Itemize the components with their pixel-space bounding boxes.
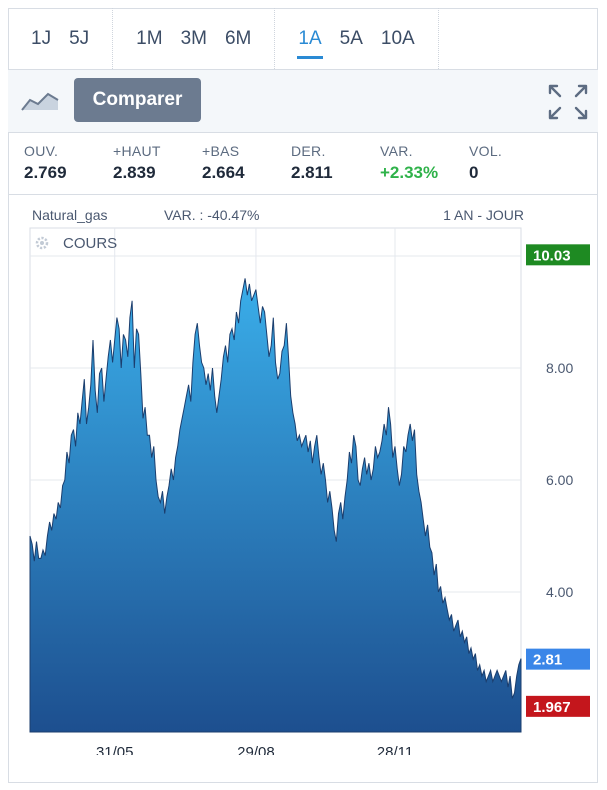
x-tick-label: 28/11 (377, 744, 413, 755)
stat-value: 2.811 (291, 163, 333, 182)
series-label: COURS (63, 235, 117, 252)
y-tick-label: 6.00 (546, 472, 573, 488)
x-tick-label: 31/05 (96, 744, 134, 755)
quote-stats: OUV. 2.769 +HAUT 2.839 +BAS 2.664 DER. 2.811 VAR… (8, 133, 598, 195)
stat-label: +HAUT (113, 143, 161, 159)
stat-label: DER. (291, 143, 326, 159)
period-button-5j[interactable]: 5J (69, 27, 90, 49)
compare-button[interactable]: Comparer (74, 78, 201, 122)
period-button-10a[interactable]: 10A (380, 27, 415, 49)
stat-haut: +HAUT 2.839 (113, 143, 161, 183)
period-button-5a[interactable]: 5A (339, 27, 363, 49)
settings-icon[interactable] (35, 236, 49, 250)
stat-label: OUV. (24, 143, 59, 159)
stat-label: VAR. (380, 143, 413, 159)
period-group: 1M 3M 6M (113, 8, 276, 69)
stat-value: 2.769 (24, 163, 67, 182)
fullscreen-icon[interactable] (546, 82, 590, 122)
area-chart-icon[interactable] (20, 86, 60, 114)
stat-ouv: OUV. 2.769 (24, 143, 67, 183)
period-button-3m[interactable]: 3M (180, 27, 207, 49)
stat-var: VAR. +2.33% (380, 143, 438, 183)
stat-vol: VOL. 0 (469, 143, 502, 183)
price-chart: Natural_gas VAR. : -40.47% 1 AN - JOUR C… (29, 207, 590, 755)
chart-toolbar: Comparer (8, 70, 598, 133)
price-area (29, 278, 522, 733)
chart-instrument-label: Natural_gas (32, 207, 108, 223)
widget-frame (8, 8, 598, 783)
period-button-1m[interactable]: 1M (136, 27, 163, 49)
period-button-6m[interactable]: 6M (224, 27, 252, 49)
stat-value: 2.839 (113, 163, 156, 182)
stat-value: 2.664 (202, 163, 245, 182)
stat-label: VOL. (469, 143, 503, 159)
y-tick-label: 8.00 (546, 360, 573, 376)
chart-variation-label: VAR. : -40.47% (164, 207, 259, 223)
chart-range-label: 1 AN - JOUR (443, 207, 524, 223)
stat-value: 0 (469, 163, 479, 182)
period-button-1a[interactable]: 1A (289, 28, 330, 59)
price-badge (526, 244, 590, 266)
price-badge-label: 1.967 (533, 699, 571, 716)
price-badge-label: 2.81 (533, 652, 562, 669)
stat-der: DER. 2.811 (291, 143, 333, 183)
stat-bas: +BAS 2.664 (202, 143, 245, 183)
period-button-1j[interactable]: 1J (31, 27, 52, 49)
x-tick-label: 29/08 (237, 744, 275, 755)
stat-label: +BAS (202, 143, 240, 159)
period-group: 1J 5J (8, 8, 114, 69)
price-badge-label: 10.03 (533, 247, 571, 264)
price-badge (526, 648, 590, 670)
y-tick-label: 4.00 (546, 584, 573, 600)
stat-value: +2.33% (380, 163, 439, 182)
period-group: 1A 5A 10A (275, 8, 439, 69)
price-badge (526, 695, 590, 717)
period-selector: 1J 5J 1M 3M 6M 1A 5A 10A (8, 8, 598, 70)
